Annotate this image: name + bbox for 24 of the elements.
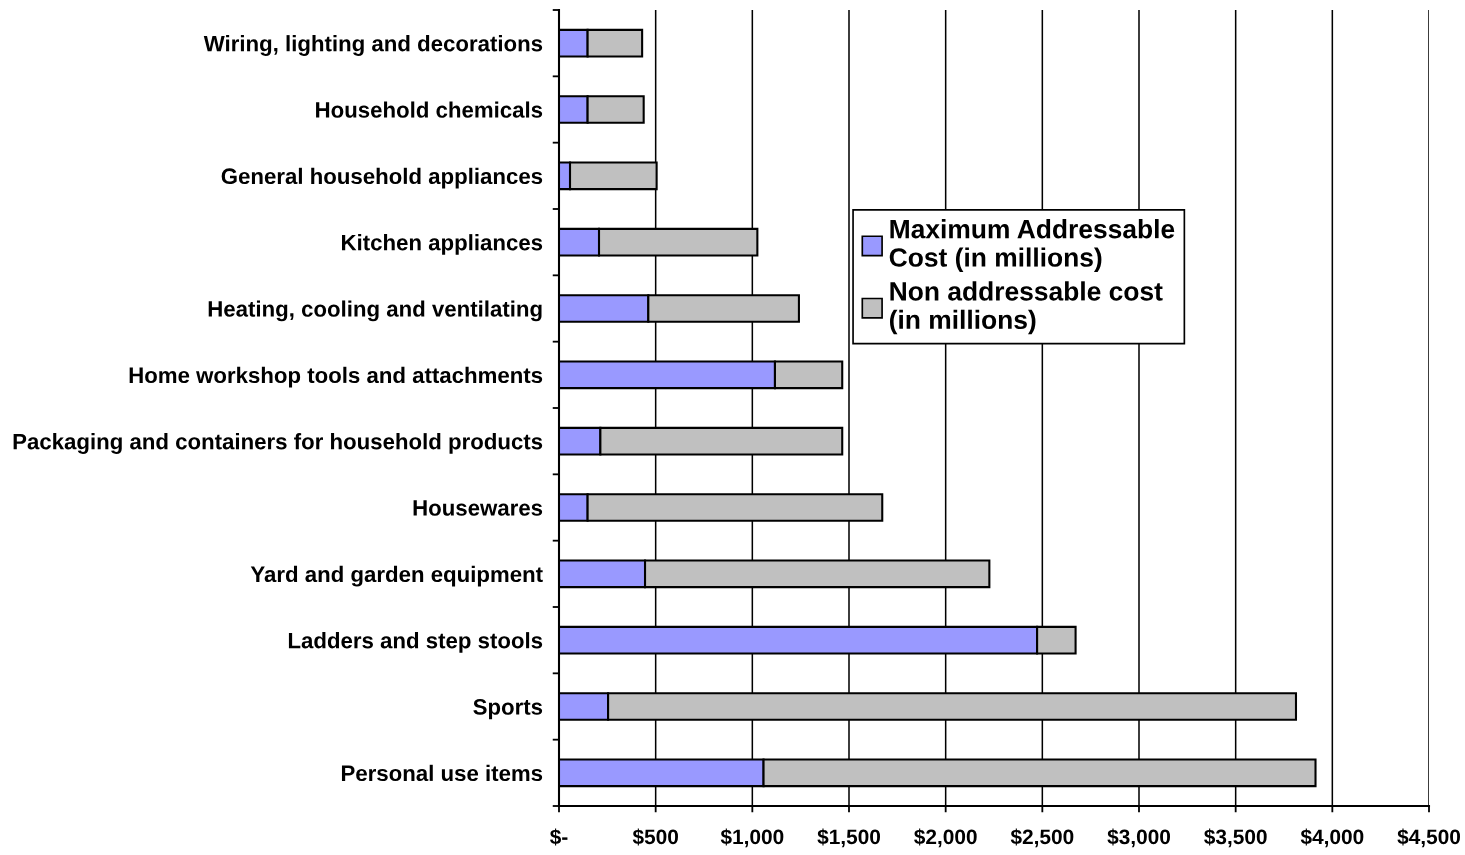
x-tick-label: $1,000 [720,828,784,848]
x-tick-label: $2,500 [1010,828,1074,848]
y-tick-label: Packaging and containers for household products [13,433,543,454]
y-tick-label: Household chemicals [316,101,543,118]
y-tick-label: Home workshop tools and attachments [129,366,543,388]
x-tick-label: $1,500 [817,828,881,848]
x-tick-label: $4,000 [1300,828,1364,848]
y-tick-label: Kitchen appliances [342,234,543,255]
x-tick-label: $4,500 [1397,828,1461,848]
x-tick-label: $2,000 [914,828,977,848]
x-tick-label: $3,000 [1107,828,1171,848]
y-tick-label: General household appliances [221,167,543,189]
y-tick-label: Heating, cooling and ventilating [208,300,542,322]
y-tick-label: Sports [473,699,543,720]
y-tick-label: Yard and garden equipment [250,565,543,587]
legend-label: Maximum Addressable Cost (in millions) [889,219,1175,273]
y-tick-label: Personal use items [341,764,543,782]
y-tick-label: Ladders and step stools [288,632,543,653]
y-tick-label: Wiring, lighting and decorations [203,35,543,56]
x-tick-label: $- [550,828,568,846]
y-tick-label: Housewares [413,500,543,516]
legend-label: Non addressable cost (in millions) [890,281,1163,335]
x-tick-label: $3,500 [1204,828,1267,848]
x-tick-label: $500 [632,828,678,846]
